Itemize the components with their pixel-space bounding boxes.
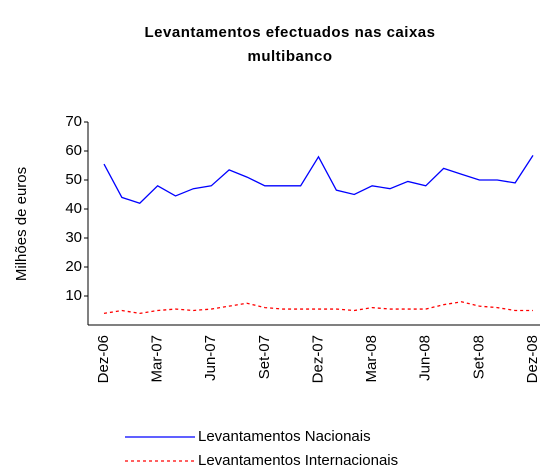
legend-label: Levantamentos Nacionais — [198, 428, 371, 445]
x-tick-label: Dez-06 — [95, 335, 112, 383]
chart-title: multibanco — [247, 48, 332, 65]
x-tick-label: Mar-08 — [363, 335, 380, 383]
y-tick-label: 50 — [65, 171, 82, 188]
legend-label: Levantamentos Internacionais — [198, 452, 398, 469]
y-axis-label: Milhões de euros — [13, 167, 30, 281]
data-line — [103, 301, 533, 315]
y-tick-label: 70 — [65, 113, 82, 130]
x-tick-label: Set-07 — [256, 335, 273, 379]
x-tick-label: Jun-07 — [202, 335, 219, 381]
y-tick-label: 40 — [65, 200, 82, 217]
y-tick-label: 30 — [65, 229, 82, 246]
x-tick-label: Dez-08 — [524, 335, 541, 383]
y-tick-label: 60 — [65, 142, 82, 159]
x-tick-label: Mar-07 — [149, 335, 166, 383]
y-tick-label: 10 — [65, 287, 82, 304]
x-tick-label: Jun-08 — [417, 335, 434, 381]
y-tick-label: 20 — [65, 258, 82, 275]
chart-title: Levantamentos efectuados nas caixas — [145, 24, 436, 41]
x-tick-label: Set-08 — [470, 335, 487, 379]
x-tick-label: Dez-07 — [309, 335, 326, 383]
data-line — [103, 154, 534, 204]
